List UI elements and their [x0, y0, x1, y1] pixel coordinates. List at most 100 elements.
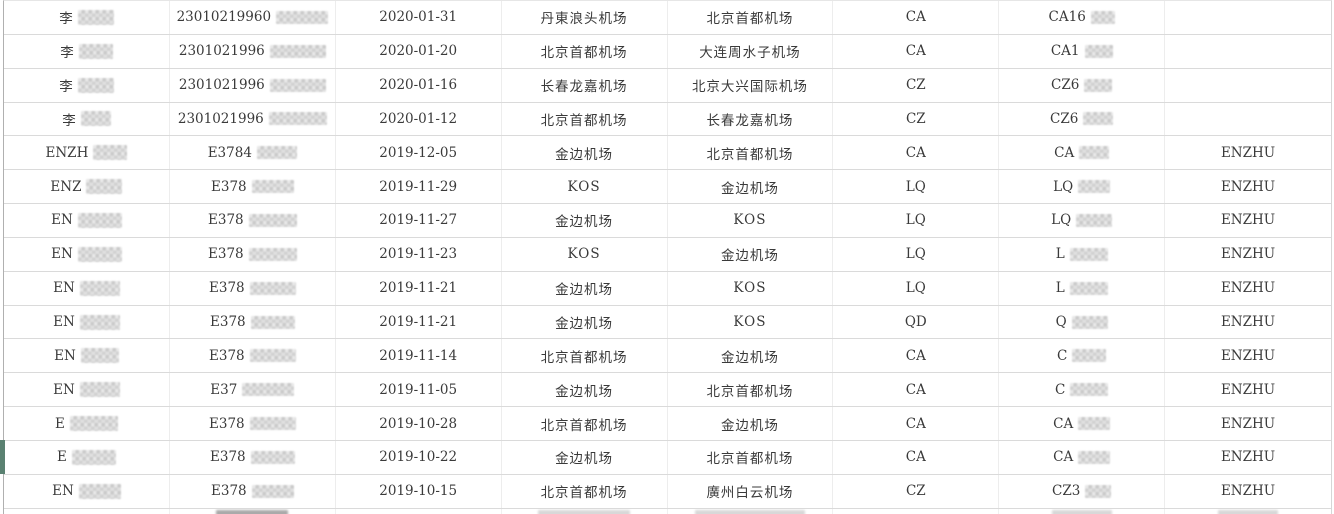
cell-date[interactable]: 2019-11-23: [336, 237, 502, 271]
cell-date[interactable]: 2019-12-05: [336, 136, 502, 170]
cell-flight-number[interactable]: CA1: [999, 34, 1166, 68]
cell-passenger-name-pinyin[interactable]: ENZHU: [1165, 339, 1331, 372]
cell-date[interactable]: 2019-10-22: [336, 440, 502, 474]
cell-date[interactable]: 2020-01-12: [336, 102, 502, 136]
cell-name[interactable]: ENZH: [4, 136, 170, 170]
cell-passenger-name-pinyin[interactable]: [1165, 35, 1331, 68]
cell-flight-number[interactable]: Q: [999, 305, 1166, 339]
cell-name[interactable]: EN: [4, 305, 170, 339]
cell-flight-number[interactable]: CA: [999, 136, 1166, 170]
cell-name[interactable]: EN: [4, 237, 170, 271]
cell-airline-code[interactable]: CZ: [833, 474, 1000, 508]
cell-airline-code[interactable]: CA: [833, 34, 1000, 68]
cell-departure-airport[interactable]: 北京首都机场: [502, 407, 668, 440]
cell-name[interactable]: EN: [4, 204, 170, 237]
cell-date[interactable]: 2019-11-27: [336, 204, 502, 237]
cell-arrival-airport[interactable]: 金边机场: [668, 339, 834, 373]
cell-id-number[interactable]: E3784: [170, 136, 336, 170]
cell-departure-airport[interactable]: KOS: [502, 237, 668, 271]
cell-id-number[interactable]: 2301021996: [170, 68, 336, 102]
cell-airline-code[interactable]: LQ: [833, 271, 1000, 305]
cell-departure-airport[interactable]: 长春龙嘉机场: [502, 68, 668, 102]
cell-airline-code[interactable]: LQ: [833, 237, 1000, 271]
cell-flight-number[interactable]: L: [999, 237, 1166, 271]
cell-passenger-name-pinyin[interactable]: ENZHU: [1165, 204, 1331, 237]
cell-flight-number[interactable]: CZ6: [999, 102, 1166, 136]
cell-name[interactable]: EN: [4, 474, 170, 508]
cell-airline-code[interactable]: QD: [833, 305, 1000, 339]
cell-id-number[interactable]: E378: [170, 271, 336, 305]
cell-passenger-name-pinyin[interactable]: ENZHU: [1165, 136, 1331, 169]
cell-flight-number[interactable]: CA: [999, 440, 1166, 474]
cell-id-number[interactable]: E378: [170, 407, 336, 440]
cell-arrival-airport[interactable]: KOS: [668, 204, 834, 237]
cell-passenger-name-pinyin[interactable]: ENZHU: [1165, 373, 1331, 406]
cell-passenger-name-pinyin[interactable]: ENZHU: [1165, 170, 1331, 203]
cell-flight-number[interactable]: L: [999, 271, 1166, 305]
cell-airline-code[interactable]: CA: [833, 136, 1000, 170]
cell-departure-airport[interactable]: 金边机场: [502, 440, 668, 474]
cell-flight-number[interactable]: CZ3: [999, 474, 1166, 508]
cell-passenger-name-pinyin[interactable]: ENZHU: [1165, 238, 1331, 271]
cell-airline-code[interactable]: CA: [833, 373, 1000, 407]
cell-date[interactable]: 2019-11-21: [336, 271, 502, 305]
cell-name[interactable]: EN: [4, 339, 170, 373]
cell-passenger-name-pinyin[interactable]: [1165, 69, 1331, 102]
cell-arrival-airport[interactable]: 金边机场: [668, 407, 834, 440]
cell-arrival-airport[interactable]: 长春龙嘉机场: [668, 102, 834, 136]
cell-departure-airport[interactable]: 北京首都机场: [502, 102, 668, 136]
cell-arrival-airport[interactable]: 北京首都机场: [668, 440, 834, 474]
cell-name[interactable]: ENZ: [4, 170, 170, 204]
cell-id-number[interactable]: E378: [170, 170, 336, 204]
cell-airline-code[interactable]: CZ: [833, 68, 1000, 102]
cell-arrival-airport[interactable]: KOS: [668, 305, 834, 339]
cell-date[interactable]: 2019-10-28: [336, 407, 502, 440]
cell-id-number[interactable]: 2301021996: [170, 102, 336, 136]
cell-flight-number[interactable]: CA16: [999, 1, 1166, 34]
cell-date[interactable]: 2019-11-05: [336, 373, 502, 407]
cell-flight-number[interactable]: CZ6: [999, 68, 1166, 102]
cell-departure-airport[interactable]: 金边机场: [502, 373, 668, 407]
cell-arrival-airport[interactable]: 北京首都机场: [668, 373, 834, 407]
cell-flight-number[interactable]: C: [999, 373, 1166, 407]
cell-arrival-airport[interactable]: 金边机场: [668, 170, 834, 204]
cell-departure-airport[interactable]: 丹東浪头机场: [502, 1, 668, 34]
cell-name[interactable]: E: [4, 407, 170, 440]
cell-name[interactable]: 李: [4, 102, 170, 136]
cell-name[interactable]: 李: [4, 34, 170, 68]
cell-date[interactable]: 2020-01-20: [336, 34, 502, 68]
cell-date[interactable]: 2020-01-31: [336, 1, 502, 34]
cell-arrival-airport[interactable]: 廣州白云机场: [668, 474, 834, 508]
cell-departure-airport[interactable]: 北京首都机场: [502, 474, 668, 508]
cell-name[interactable]: 李: [4, 1, 170, 34]
cell-airline-code[interactable]: LQ: [833, 170, 1000, 204]
cell-id-number[interactable]: 23010219960: [170, 1, 336, 34]
cell-departure-airport[interactable]: 金边机场: [502, 204, 668, 237]
cell-airline-code[interactable]: CA: [833, 440, 1000, 474]
cell-id-number[interactable]: E378: [170, 474, 336, 508]
cell-passenger-name-pinyin[interactable]: ENZHU: [1165, 475, 1331, 508]
cell-flight-number[interactable]: C: [999, 339, 1166, 373]
cell-flight-number[interactable]: LQ: [999, 170, 1166, 204]
cell-flight-number[interactable]: CA: [999, 407, 1166, 440]
cell-id-number[interactable]: E378: [170, 237, 336, 271]
cell-passenger-name-pinyin[interactable]: [1165, 1, 1331, 34]
cell-departure-airport[interactable]: 北京首都机场: [502, 339, 668, 373]
cell-name[interactable]: E: [4, 440, 170, 474]
cell-airline-code[interactable]: CZ: [833, 102, 1000, 136]
cell-flight-number[interactable]: LQ: [999, 204, 1166, 237]
cell-id-number[interactable]: E378: [170, 204, 336, 237]
cell-arrival-airport[interactable]: 北京首都机场: [668, 136, 834, 170]
cell-passenger-name-pinyin[interactable]: ENZHU: [1165, 272, 1331, 305]
cell-arrival-airport[interactable]: 大连周水子机场: [668, 34, 834, 68]
cell-airline-code[interactable]: CA: [833, 339, 1000, 373]
cell-arrival-airport[interactable]: 金边机场: [668, 237, 834, 271]
cell-id-number[interactable]: E378: [170, 339, 336, 373]
cell-passenger-name-pinyin[interactable]: [1165, 103, 1331, 136]
cell-id-number[interactable]: E37: [170, 373, 336, 407]
cell-departure-airport[interactable]: 金边机场: [502, 271, 668, 305]
cell-name[interactable]: 李: [4, 68, 170, 102]
cell-id-number[interactable]: E378: [170, 305, 336, 339]
cell-id-number[interactable]: 2301021996: [170, 34, 336, 68]
cell-arrival-airport[interactable]: 北京首都机场: [668, 1, 834, 34]
